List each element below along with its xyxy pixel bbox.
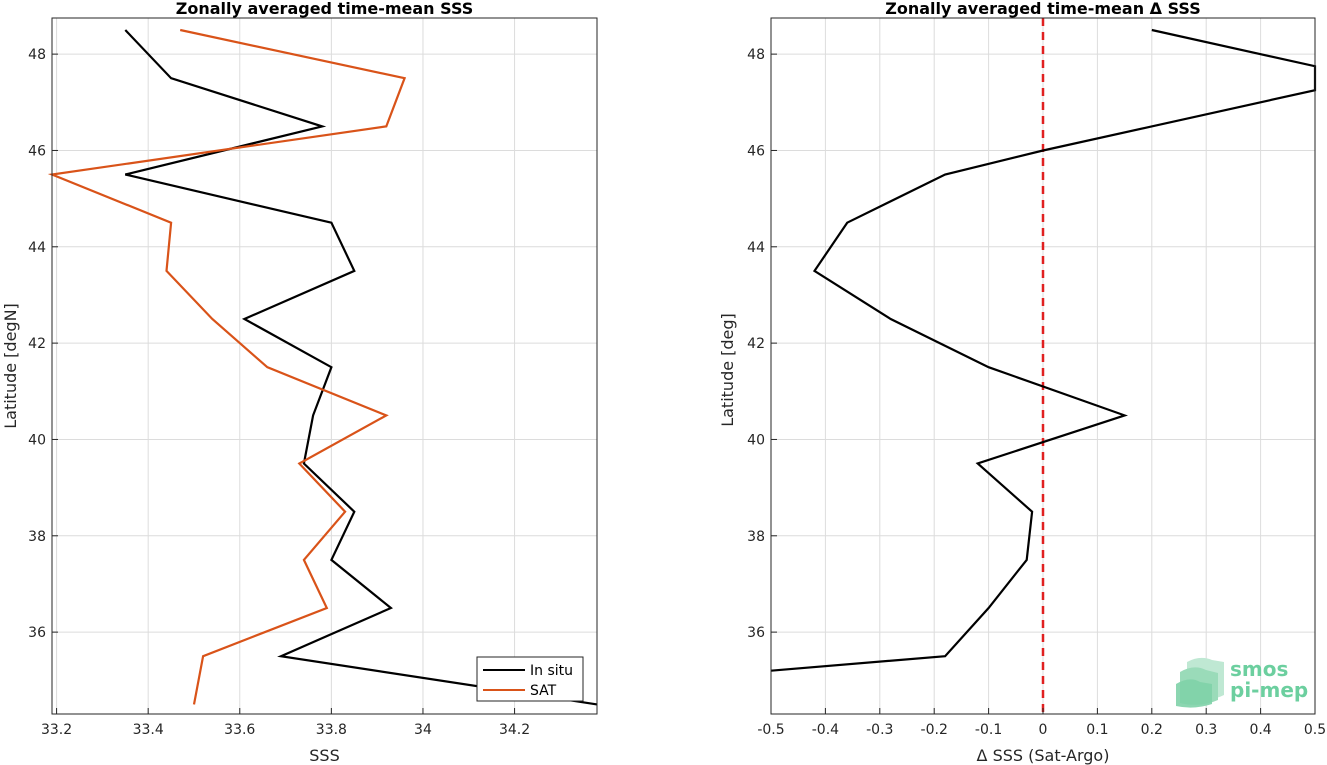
right-xtick-label: -0.1 [975,722,1002,738]
left-series [47,28,598,706]
right-ytick-label: 48 [747,47,765,63]
left-title: Zonally averaged time-mean SSS [176,0,474,18]
left-ytick-label: 44 [28,240,46,256]
left-axes-frame [51,17,598,715]
legend-box [476,656,584,702]
right-xtick-label: -0.3 [866,722,893,738]
left-xtick-label: 33.8 [316,722,347,738]
left-ytick-label: 36 [28,625,46,641]
right-panel: -0.5 -0.4 -0.3 -0.2 -0.1 0 0.1 0.2 0.3 0.4 0.5 36 38… [718,0,1326,765]
left-xtick-label: 34 [414,722,432,738]
left-line-sat [47,28,407,705]
left-xtick-label: 33.4 [133,722,164,738]
left-ylabel: Latitude [degN] [1,303,20,429]
legend-label-sat: SAT [530,683,557,699]
left-ytick-label: 40 [28,432,46,448]
right-xtick-label: 0.5 [1304,722,1326,738]
right-xtick-label: 0.4 [1249,722,1271,738]
legend: In situ SAT [476,656,584,702]
right-xtick-label: 0.3 [1195,722,1217,738]
left-line-in-situ [124,29,598,706]
right-xtick-label: -0.5 [757,722,784,738]
right-ylabel: Latitude [deg] [718,313,737,427]
left-ytick-label: 38 [28,529,46,545]
left-xtick-label: 33.6 [224,722,255,738]
right-xtick-label: -0.4 [812,722,839,738]
right-xtick-label: 0 [1039,722,1048,738]
logo-text-smos: smos [1230,657,1288,681]
left-xtick-label: 34.2 [499,722,530,738]
left-ticks: 33.2 33.4 33.6 33.8 34 34.2 36 38 40 42 44 46 48 [28,47,530,738]
logo-text-pi-mep: pi-mep [1230,678,1308,702]
left-ytick-label: 48 [28,47,46,63]
left-xlabel: SSS [309,746,339,765]
right-ytick-label: 40 [747,432,765,448]
right-ytick-label: 44 [747,240,765,256]
right-ytick-label: 42 [747,336,765,352]
legend-label-in-situ: In situ [530,663,573,679]
right-ytick-label: 36 [747,625,765,641]
right-series [770,28,1317,672]
smos-pi-mep-logo: smos pi-mep [1176,657,1308,708]
right-xtick-label: 0.2 [1141,722,1163,738]
right-line-series-0 [770,28,1317,672]
right-ytick-label: 38 [747,529,765,545]
left-panel: 33.2 33.4 33.6 33.8 34 34.2 36 38 40 42 44 46 48 Zon… [1,0,598,765]
right-ticks: -0.5 -0.4 -0.3 -0.2 -0.1 0 0.1 0.2 0.3 0.4 0.5 36 38… [747,47,1326,738]
right-xtick-label: 0.1 [1086,722,1108,738]
right-xlabel: Δ SSS (Sat-Argo) [977,746,1110,765]
right-xtick-label: -0.2 [921,722,948,738]
right-ytick-label: 46 [747,143,765,159]
logo-wave-icon [1176,657,1224,708]
left-grid [52,18,597,714]
left-ytick-label: 46 [28,143,46,159]
left-xtick-label: 33.2 [41,722,72,738]
right-title: Zonally averaged time-mean Δ SSS [885,0,1201,18]
left-ytick-label: 42 [28,336,46,352]
